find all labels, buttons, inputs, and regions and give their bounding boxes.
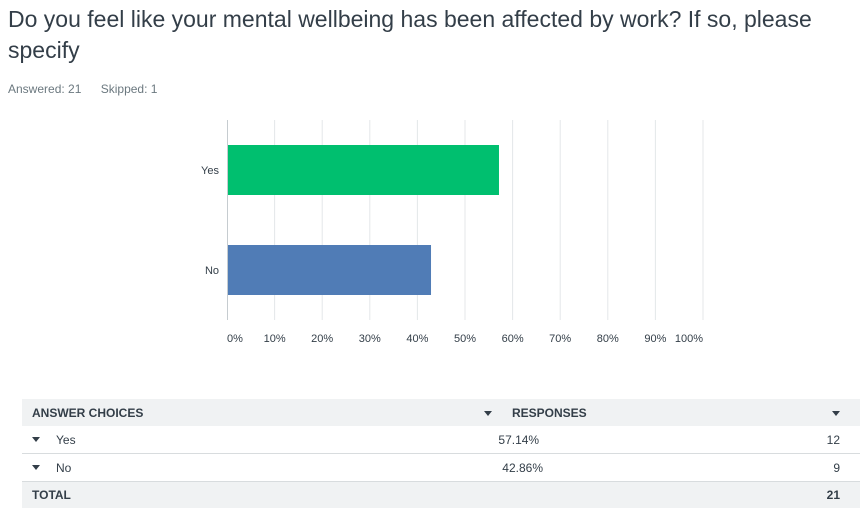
expand-caret-icon[interactable] <box>32 437 40 442</box>
response-percent: 57.14% <box>498 432 540 447</box>
x-tick-label: 10% <box>264 333 286 345</box>
answered-count: Answered: 21 <box>8 82 82 96</box>
x-tick-label: 30% <box>359 333 381 345</box>
x-tick-label: 70% <box>549 333 571 345</box>
x-tick-label: 90% <box>644 333 666 345</box>
category-label: No <box>205 265 219 277</box>
table-row[interactable]: No 42.86% 9 <box>22 454 860 482</box>
bar-yes <box>227 145 499 195</box>
table-header-row: ANSWER CHOICES RESPONSES <box>22 399 860 426</box>
x-tick-label: 50% <box>454 333 476 345</box>
x-tick-label: 20% <box>311 333 333 345</box>
x-tick-label: 80% <box>597 333 619 345</box>
responses-header-label: RESPONSES <box>512 405 587 420</box>
total-label: TOTAL <box>32 488 71 502</box>
x-tick-label: 60% <box>502 333 524 345</box>
sort-caret-icon[interactable] <box>832 410 840 416</box>
bar-chart: Yes No 0% 10% 20% 30% 40% 50% 60% 70% 80% 90% 100% <box>201 120 704 345</box>
x-tick-label: 40% <box>406 333 428 345</box>
response-count: 12 <box>826 432 840 447</box>
total-count: 21 <box>826 488 840 502</box>
answer-choices-header-label: ANSWER CHOICES <box>32 405 144 420</box>
sort-caret-icon[interactable] <box>484 410 492 416</box>
results-table: ANSWER CHOICES RESPONSES Yes 57.14% 12 N… <box>22 399 860 508</box>
category-label: Yes <box>201 165 219 177</box>
x-tick-label: 0% <box>227 333 243 345</box>
responses-header[interactable]: RESPONSES <box>502 406 850 420</box>
response-percent: 42.86% <box>502 460 543 475</box>
response-count: 9 <box>833 460 840 475</box>
response-stats: Answered: 21 Skipped: 1 <box>8 82 157 96</box>
total-row: TOTAL 21 <box>22 482 860 508</box>
bar-no <box>227 245 432 295</box>
answer-choices-header[interactable]: ANSWER CHOICES <box>22 406 502 420</box>
choice-label: Yes <box>56 432 76 447</box>
question-title: Do you feel like your mental wellbeing h… <box>8 6 812 63</box>
table-row[interactable]: Yes 57.14% 12 <box>22 426 860 454</box>
choice-label: No <box>56 460 72 475</box>
skipped-count: Skipped: 1 <box>100 82 158 96</box>
x-tick-label: 100% <box>675 333 703 345</box>
expand-caret-icon[interactable] <box>32 465 40 470</box>
